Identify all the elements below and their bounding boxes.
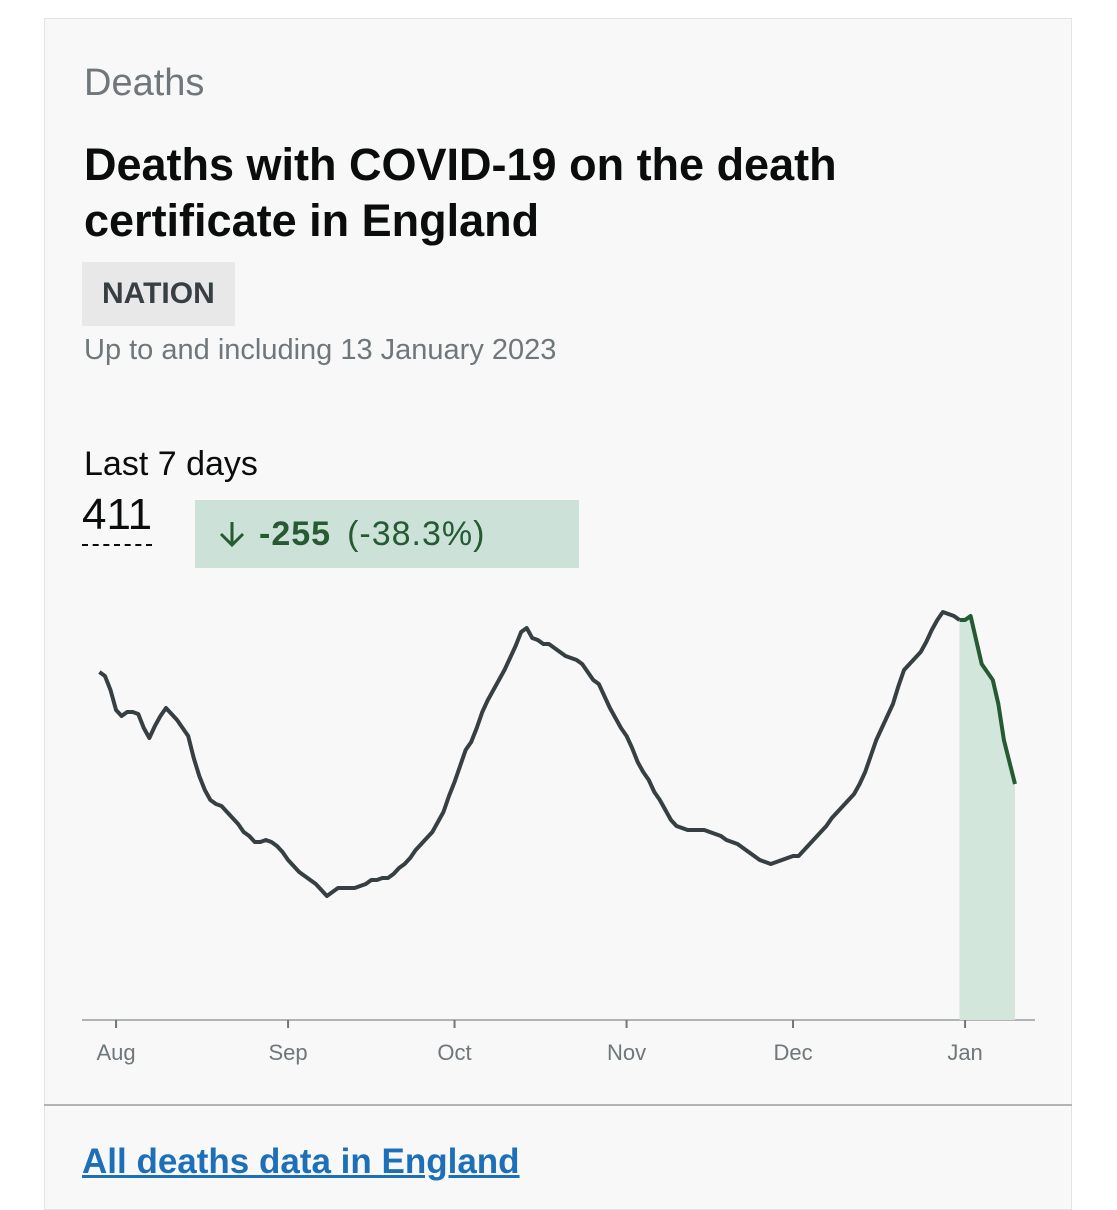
x-tick-label: Aug	[96, 1040, 135, 1065]
divider	[44, 1104, 1072, 1106]
card	[44, 18, 1072, 1210]
area	[959, 616, 1015, 1020]
down-arrow	[219, 522, 245, 548]
x-tick-label: Nov	[607, 1040, 646, 1065]
summary-value[interactable]: 411	[82, 490, 153, 546]
change-value: -255	[259, 514, 332, 553]
x-tick-label: Dec	[773, 1040, 812, 1065]
caption: Deaths	[84, 62, 205, 104]
chart: Aug Sep Oct Nov Dec Jan	[82, 610, 1035, 1065]
date-note: Up to and including 13 January 2023	[84, 334, 557, 366]
change-box: -255 (-38.3%)	[195, 500, 579, 568]
x-tick-label: Sep	[268, 1040, 307, 1065]
x-tick-label: Oct	[437, 1040, 471, 1065]
card-title: Deaths with COVID-19 on the death certif…	[84, 139, 837, 246]
line	[959, 614, 1017, 785]
deaths-link[interactable]: All deaths data in England	[82, 1142, 520, 1181]
line	[98, 610, 961, 898]
x-tick-label: Jan	[947, 1040, 982, 1065]
change-percent: (-38.3%)	[347, 514, 486, 553]
area-tag: NATION	[82, 262, 235, 326]
summary-label: Last 7 days	[84, 445, 258, 483]
